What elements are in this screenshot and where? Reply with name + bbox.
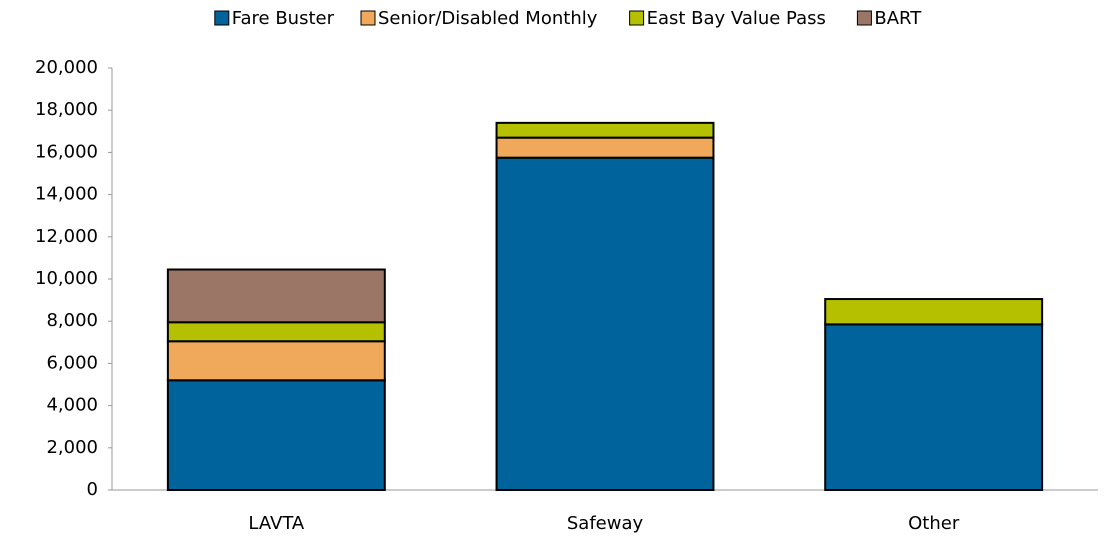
legend-swatch	[360, 10, 376, 26]
legend-label: BART	[874, 8, 922, 29]
legend-label: Fare Buster	[232, 8, 335, 29]
bar-segment	[166, 379, 386, 491]
bar-segment	[166, 268, 386, 324]
legend-label: East Bay Value Pass	[647, 8, 826, 29]
bar-segment	[495, 136, 715, 159]
x-tick-label: Safeway	[567, 513, 644, 534]
y-tick-label: 2,000	[46, 437, 98, 458]
bar-segment	[166, 340, 386, 382]
bar-segment	[824, 298, 1044, 326]
y-tick-label: 12,000	[35, 226, 98, 247]
y-tick-label: 8,000	[46, 310, 98, 331]
x-tick-label: Other	[908, 513, 960, 534]
legend-label: Senior/Disabled Monthly	[378, 8, 598, 29]
bar-segment	[824, 323, 1044, 491]
y-tick-label: 10,000	[35, 268, 98, 289]
legend-swatch	[214, 10, 230, 26]
y-tick-label: 16,000	[35, 141, 98, 162]
y-tick-label: 0	[87, 479, 98, 500]
x-tick-label: LAVTA	[248, 513, 305, 534]
bar-segment	[495, 121, 715, 139]
legend-swatch	[629, 10, 645, 26]
bar-segment	[166, 321, 386, 343]
y-tick-label: 14,000	[35, 184, 98, 205]
y-tick-label: 4,000	[46, 395, 98, 416]
y-tick-label: 18,000	[35, 99, 98, 120]
y-tick-label: 20,000	[35, 57, 98, 78]
y-tick-label: 6,000	[46, 352, 98, 373]
legend-swatch	[856, 10, 872, 26]
bar-segment	[495, 156, 715, 492]
